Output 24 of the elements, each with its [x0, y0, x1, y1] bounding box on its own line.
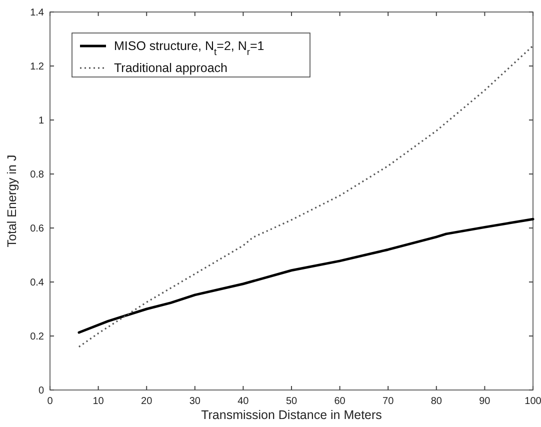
x-tick-label: 50	[286, 396, 298, 407]
x-axis-title: Transmission Distance in Meters	[201, 408, 382, 422]
y-tick-label: 1	[38, 116, 44, 126]
y-tick-label: 1.4	[30, 8, 44, 18]
y-axis-title: Total Energy in J	[5, 154, 19, 248]
x-tick-label: 10	[92, 396, 104, 407]
y-tick-label: 0.8	[30, 170, 44, 180]
x-tick-label: 80	[430, 396, 442, 407]
y-tick-label: 0	[38, 386, 44, 396]
y-tick-label: 0.4	[30, 278, 44, 288]
x-tick-label: 100	[524, 396, 541, 407]
x-tick-label: 30	[189, 396, 201, 407]
x-tick-label: 90	[479, 396, 491, 407]
y-tick-label: 1.2	[30, 62, 44, 72]
x-tick-label: 40	[238, 396, 250, 407]
line-series	[78, 218, 534, 334]
x-tick-label: 60	[334, 396, 346, 407]
x-tick-label: 20	[141, 396, 153, 407]
y-tick-label: 0.2	[30, 332, 44, 342]
x-tick-label: 0	[47, 396, 54, 407]
y-tick-label: 0.6	[30, 224, 44, 234]
legend-label: MISO structure, N$_{t}$=2, N$_{r}$=1	[114, 39, 264, 57]
legend-label: Traditional approach	[114, 61, 228, 75]
x-tick-label: 70	[382, 396, 394, 407]
